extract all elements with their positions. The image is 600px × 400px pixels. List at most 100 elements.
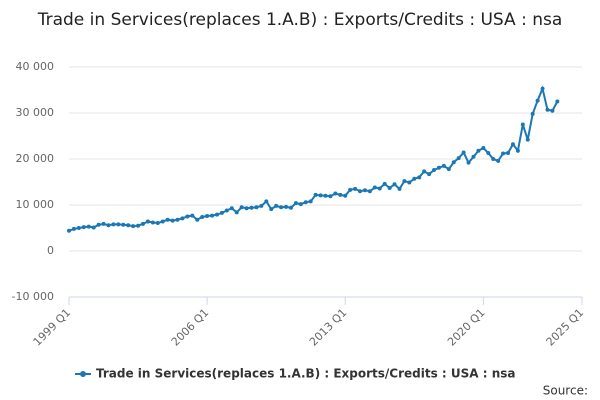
data-point: [491, 157, 496, 161]
data-point: [126, 223, 131, 228]
y-tick-label: -10 000: [12, 290, 54, 303]
data-point: [234, 210, 239, 215]
data-point: [407, 180, 412, 185]
data-point: [323, 193, 328, 198]
data-point: [249, 205, 254, 210]
data-point: [136, 223, 141, 228]
data-point: [303, 200, 308, 205]
data-point: [298, 202, 303, 207]
data-point: [131, 224, 136, 229]
data-point: [101, 221, 106, 226]
data-point: [293, 201, 298, 206]
data-point: [358, 189, 363, 194]
data-point: [288, 205, 293, 210]
data-point: [412, 176, 417, 181]
data-point: [525, 137, 530, 142]
data-point: [170, 218, 175, 223]
y-tick-label: 20 000: [16, 152, 55, 165]
data-point: [515, 148, 520, 153]
data-point: [387, 185, 392, 190]
data-point: [456, 156, 461, 161]
data-point: [432, 168, 437, 173]
x-tick-label: 1999 Q1: [31, 306, 74, 349]
data-point: [229, 206, 234, 211]
data-point: [343, 193, 348, 198]
data-point: [481, 145, 486, 150]
data-point: [382, 181, 387, 186]
data-point: [422, 169, 427, 174]
data-point: [200, 214, 205, 219]
data-point: [353, 186, 358, 191]
x-tick-label: 2006 Q1: [169, 306, 212, 349]
data-point: [269, 207, 274, 212]
data-point: [402, 179, 407, 184]
data-point: [81, 225, 86, 230]
x-tick-label: 2013 Q1: [307, 306, 350, 349]
legend-label: Trade in Services(replaces 1.A.B) : Expo…: [96, 367, 516, 381]
data-point: [111, 222, 116, 227]
data-point: [96, 222, 101, 227]
data-point: [284, 204, 289, 209]
data-point: [106, 223, 111, 228]
data-point: [338, 192, 343, 197]
data-point: [510, 142, 515, 147]
data-point: [318, 193, 323, 198]
data-point: [362, 188, 367, 193]
data-point: [259, 203, 264, 208]
data-point: [436, 165, 441, 170]
chart-title: Trade in Services(replaces 1.A.B) : Expo…: [37, 10, 563, 30]
x-tick-label: 2025 Q1: [544, 306, 587, 349]
data-point: [545, 107, 550, 112]
data-point: [239, 205, 244, 210]
data-point: [550, 108, 555, 113]
data-point: [441, 163, 446, 168]
data-point: [471, 154, 476, 159]
data-point: [91, 225, 96, 230]
data-point: [67, 228, 71, 233]
data-point: [328, 194, 333, 199]
x-tick-label: 2020 Q1: [445, 306, 488, 349]
data-point: [205, 214, 210, 219]
data-point: [466, 160, 471, 165]
data-point: [244, 206, 249, 211]
data-point: [392, 182, 397, 187]
source: Source:: [543, 384, 588, 398]
data-point: [160, 219, 165, 224]
data-point: [461, 150, 466, 155]
data-point: [190, 213, 195, 218]
data-point: [313, 192, 318, 197]
data-point: [506, 151, 511, 156]
data-point: [155, 220, 160, 225]
data-point: [530, 111, 535, 116]
data-point: [377, 186, 382, 191]
y-tick-label: 30 000: [16, 106, 55, 119]
data-point: [486, 151, 491, 156]
data-point: [308, 199, 313, 204]
data-line: [68, 85, 559, 232]
data-point: [121, 222, 126, 227]
data-point: [535, 98, 540, 103]
data-point: [140, 221, 145, 226]
data-point: [195, 217, 200, 222]
data-point: [180, 216, 185, 221]
legend-marker: [80, 371, 86, 377]
data-point: [219, 210, 224, 215]
data-point: [224, 208, 229, 213]
data-point: [372, 185, 377, 190]
data-point: [427, 172, 432, 177]
data-point: [274, 203, 279, 208]
data-point: [555, 99, 560, 104]
data-point: [496, 158, 501, 163]
data-point: [540, 86, 545, 91]
data-point: [86, 224, 91, 229]
data-point: [76, 226, 81, 230]
data-point: [279, 205, 284, 210]
data-point: [145, 219, 150, 224]
data-point: [175, 217, 180, 222]
data-point: [476, 148, 481, 153]
y-tick-label: 10 000: [16, 198, 55, 211]
data-point: [417, 175, 422, 180]
data-point: [367, 189, 372, 194]
